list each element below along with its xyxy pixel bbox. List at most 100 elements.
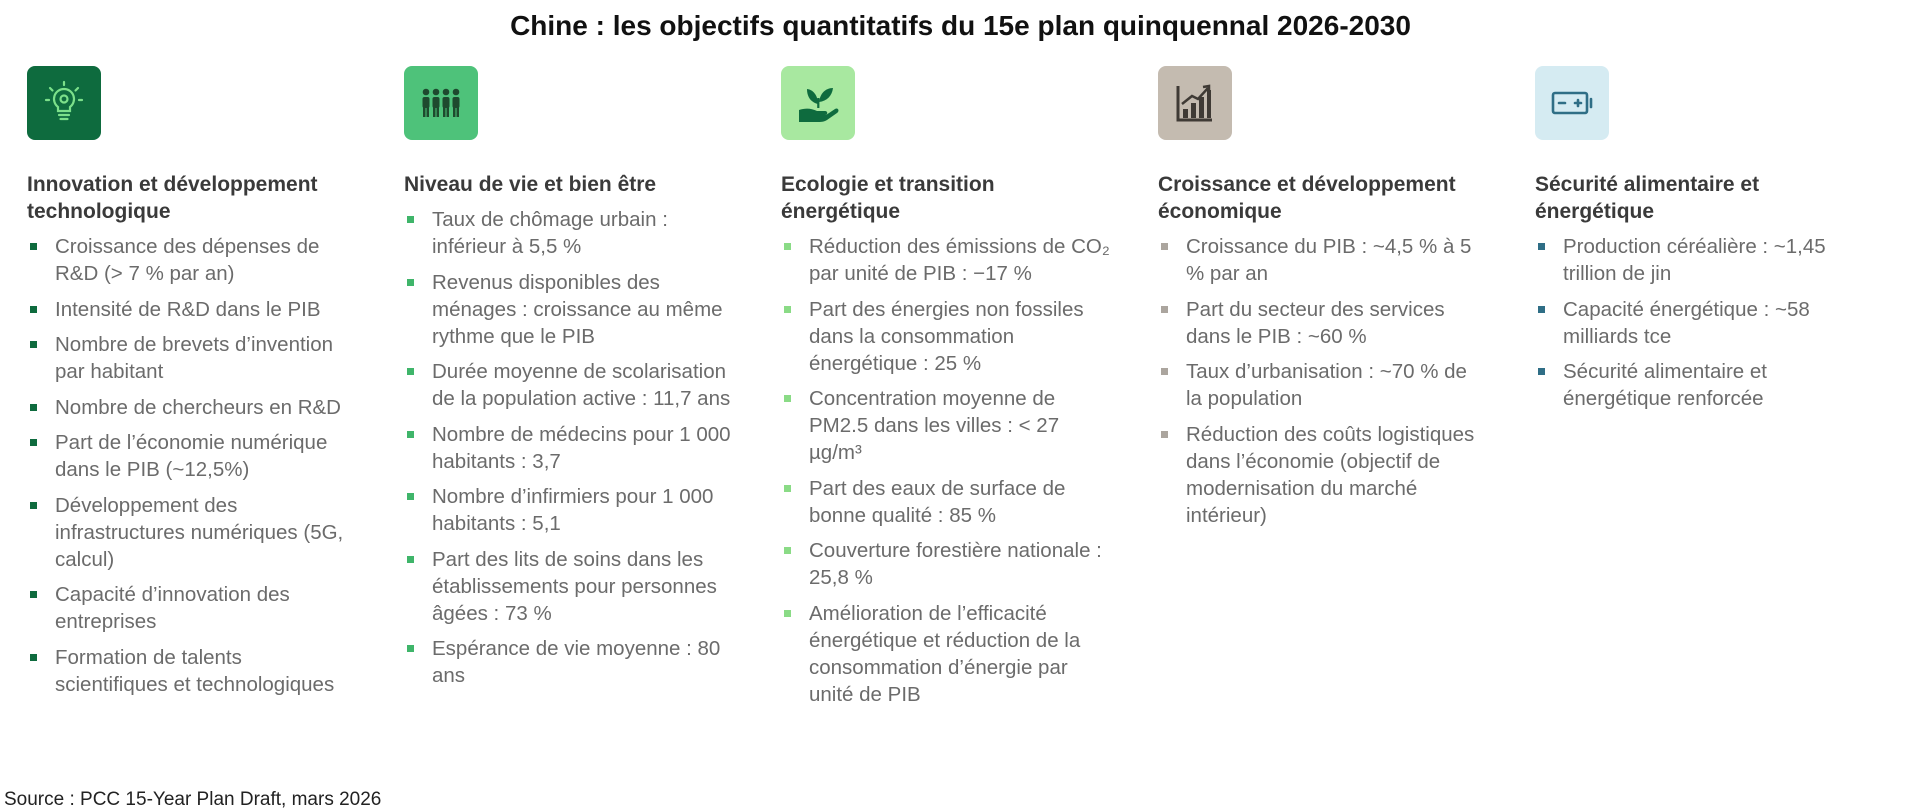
column-heading: Niveau de vie et bien être	[404, 173, 657, 196]
list-item: Concentration moyenne de PM2.5 dans les …	[781, 385, 1111, 466]
list-item: Capacité énergétique : ~58 milliards tce	[1535, 296, 1865, 350]
bullet-square-icon	[30, 501, 37, 509]
bullet-square-icon	[1161, 368, 1168, 375]
list-item-text: Nombre d’infirmiers pour 1 000 habitants…	[432, 485, 714, 535]
list-item: Croissance des dépenses de R&D (> 7 % pa…	[27, 233, 357, 287]
bullet-square-icon	[30, 403, 37, 411]
bullet-square-icon	[1161, 305, 1168, 313]
list-item: Capacité d’innovation des entreprises	[27, 581, 357, 635]
list-item-text: Part des lits de soins dans les établiss…	[432, 547, 717, 625]
bullet-square-icon	[407, 430, 414, 438]
list-item-text: Formation de talents scientifiques et te…	[55, 645, 335, 696]
list-item: Part du secteur des services dans le PIB…	[1158, 296, 1488, 350]
list-item-text: Couverture forestière nationale : 25,8 %	[809, 539, 1102, 589]
list-item: Développement des infrastructures numéri…	[27, 492, 357, 573]
bullet-square-icon	[30, 439, 37, 446]
list-item-text: Nombre de médecins pour 1 000 habitants …	[432, 422, 731, 473]
list-item-text: Capacité énergétique : ~58 milliards tce	[1563, 297, 1810, 348]
column-heading: Croissance et développement économique	[1158, 173, 1456, 223]
column-innovation: Innovation et développement technologiqu…	[27, 66, 357, 706]
source-note: Source : PCC 15-Year Plan Draft, mars 20…	[4, 789, 382, 810]
list-item: Réduction des coûts logistiques dans l’é…	[1158, 421, 1488, 529]
bullet-square-icon	[30, 305, 37, 313]
list-item: Intensité de R&D dans le PIB	[27, 296, 357, 323]
list-item-text: Durée moyenne de scolarisation de la pop…	[432, 360, 731, 410]
objectives-list: Croissance du PIB : ~4,5 % à 5 % par an P…	[1158, 233, 1488, 529]
bullet-square-icon	[407, 368, 414, 375]
list-item-text: Amélioration de l’efficacité énergétique…	[809, 601, 1081, 706]
bullet-square-icon	[407, 216, 414, 223]
objectives-list: Croissance des dépenses de R&D (> 7 % pa…	[27, 233, 357, 698]
page-title: Chine : les objectifs quantitatifs du 15…	[510, 10, 1411, 41]
bullet-square-icon	[784, 547, 791, 554]
list-item: Taux d’urbanisation : ~70 % de la popula…	[1158, 358, 1488, 412]
list-item-text: Réduction des coûts logistiques dans l’é…	[1186, 422, 1475, 527]
list-item: Croissance du PIB : ~4,5 % à 5 % par an	[1158, 233, 1488, 287]
objectives-list: Production céréalière : ~1,45 trillion d…	[1535, 233, 1865, 412]
battery-icon	[1535, 66, 1609, 140]
list-item-text: Concentration moyenne de PM2.5 dans les …	[809, 387, 1060, 464]
bullet-square-icon	[1538, 305, 1545, 313]
list-item-text: Taux de chômage urbain : inférieur à 5,5…	[432, 208, 668, 258]
list-item: Durée moyenne de scolarisation de la pop…	[404, 358, 734, 412]
bullet-square-icon	[30, 653, 37, 661]
list-item-text: Intensité de R&D dans le PIB	[55, 297, 321, 321]
list-item: Espérance de vie moyenne : 80 ans	[404, 635, 734, 689]
bullet-square-icon	[784, 395, 791, 402]
bullet-square-icon	[784, 305, 791, 313]
list-item: Couverture forestière nationale : 25,8 %	[781, 537, 1111, 591]
list-item-text: Part de l’économie numérique dans le PIB…	[55, 431, 328, 481]
list-item-text: Croissance du PIB : ~4,5 % à 5 % par an	[1186, 235, 1472, 285]
list-item: Part des lits de soins dans les établiss…	[404, 546, 734, 627]
bullet-square-icon	[30, 243, 37, 250]
list-item-text: Capacité d’innovation des entreprises	[55, 583, 290, 633]
list-item-text: Croissance des dépenses de R&D (> 7 % pa…	[55, 235, 320, 285]
list-item-text: Développement des infrastructures numéri…	[55, 493, 344, 571]
list-item: Nombre de brevets d’invention par habita…	[27, 331, 357, 385]
bullet-square-icon	[784, 243, 791, 250]
bullet-square-icon	[784, 609, 791, 617]
lightbulb-gear-icon	[27, 66, 101, 140]
bar-chart-growth-icon	[1158, 66, 1232, 140]
list-item: Part des énergies non fossiles dans la c…	[781, 296, 1111, 377]
list-item-text: Revenus disponibles des ménages : croiss…	[432, 270, 723, 348]
list-item: Part des eaux de surface de bonne qualit…	[781, 475, 1111, 529]
list-item-text: Taux d’urbanisation : ~70 % de la popula…	[1186, 360, 1467, 410]
column-growth: Croissance et développement économique C…	[1158, 66, 1488, 537]
list-item: Production céréalière : ~1,45 trillion d…	[1535, 233, 1865, 287]
objectives-list: Réduction des émissions de CO₂ par unité…	[781, 233, 1111, 708]
plant-in-hand-icon	[781, 66, 855, 140]
list-item: Part de l’économie numérique dans le PIB…	[27, 429, 357, 483]
list-item-text: Sécurité alimentaire et énergétique renf…	[1563, 360, 1767, 410]
list-item-text: Nombre de brevets d’invention par habita…	[55, 333, 334, 383]
column-heading: Innovation et développement technologiqu…	[27, 173, 318, 223]
bullet-square-icon	[1538, 243, 1545, 250]
list-item: Formation de talents scientifiques et te…	[27, 644, 357, 698]
column-living-standards: Niveau de vie et bien être Taux de chôma…	[404, 66, 734, 698]
list-item-text: Nombre de chercheurs en R&D	[55, 395, 341, 419]
bullet-square-icon	[1161, 243, 1168, 250]
bullet-square-icon	[1161, 430, 1168, 438]
list-item-text: Part du secteur des services dans le PIB…	[1186, 297, 1445, 348]
list-item-text: Espérance de vie moyenne : 80 ans	[432, 637, 721, 687]
bullet-square-icon	[407, 645, 414, 652]
column-heading: Ecologie et transition énergétique	[781, 173, 995, 223]
list-item: Nombre de chercheurs en R&D	[27, 394, 357, 421]
bullet-square-icon	[407, 493, 414, 500]
list-item: Nombre de médecins pour 1 000 habitants …	[404, 421, 734, 475]
list-item-text: Réduction des émissions de CO₂ par unité…	[809, 235, 1110, 285]
bullet-square-icon	[1538, 368, 1545, 375]
bullet-square-icon	[30, 591, 37, 598]
list-item: Taux de chômage urbain : inférieur à 5,5…	[404, 206, 734, 260]
list-item: Nombre d’infirmiers pour 1 000 habitants…	[404, 483, 734, 537]
bullet-square-icon	[784, 484, 791, 492]
list-item: Revenus disponibles des ménages : croiss…	[404, 269, 734, 350]
objectives-list: Taux de chômage urbain : inférieur à 5,5…	[404, 206, 734, 689]
column-heading: Sécurité alimentaire et énergétique	[1535, 173, 1760, 223]
bullet-square-icon	[30, 341, 37, 348]
bullet-square-icon	[407, 278, 414, 286]
column-ecology: Ecologie et transition énergétique Réduc…	[781, 66, 1111, 716]
bullet-square-icon	[407, 555, 414, 563]
list-item-text: Production céréalière : ~1,45 trillion d…	[1563, 235, 1826, 285]
list-item-text: Part des eaux de surface de bonne qualit…	[809, 476, 1066, 527]
